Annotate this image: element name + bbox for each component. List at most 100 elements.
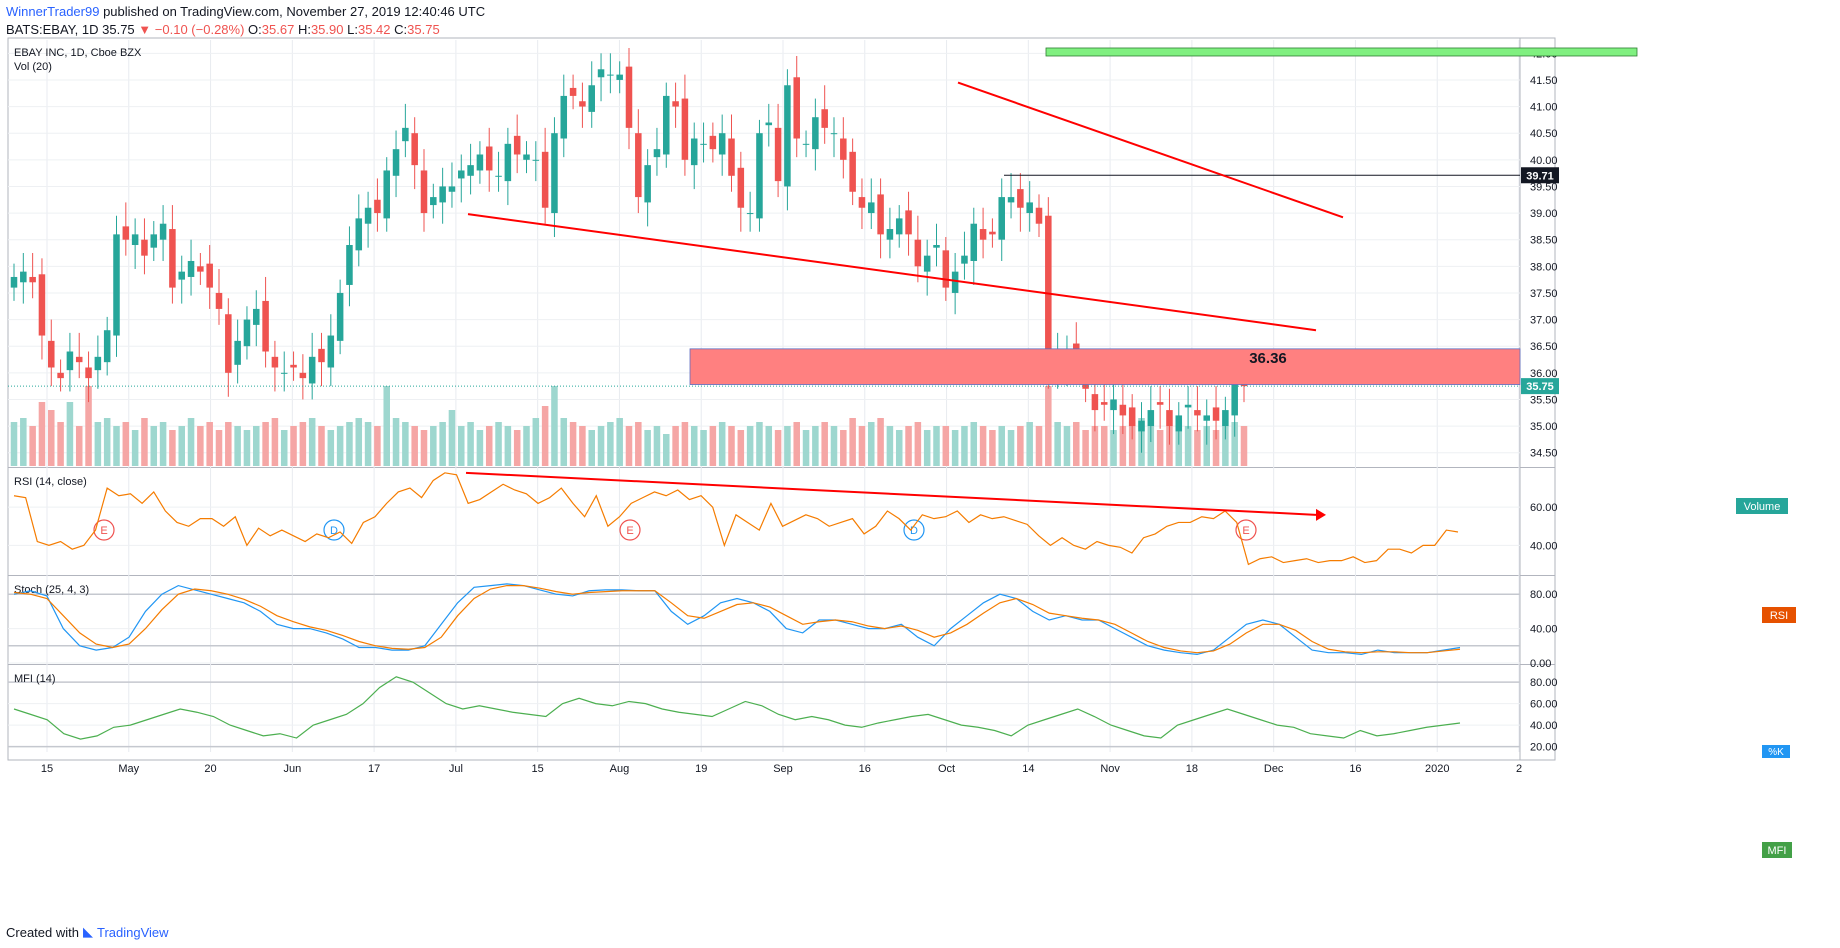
candle-body [467, 165, 474, 176]
candle-body [1166, 410, 1173, 427]
candle-body [271, 356, 279, 368]
volume-bar [942, 426, 950, 466]
candle-body [653, 149, 661, 158]
time-tick-label: 19 [695, 763, 707, 775]
volume-bar [663, 434, 670, 466]
candle-body [942, 250, 950, 288]
candle-body [625, 66, 633, 128]
volume-tag-bg [1736, 498, 1788, 514]
price-tick-label: 38.50 [1530, 235, 1558, 247]
candle-body [635, 133, 642, 198]
candle-body [280, 372, 288, 374]
volume-bar [1231, 422, 1238, 466]
candle-body [38, 274, 46, 336]
candle-body [1017, 189, 1024, 208]
event-marker[interactable] [903, 519, 925, 541]
event-marker[interactable] [619, 519, 641, 541]
volume-bar [57, 422, 64, 466]
volume-bar [402, 422, 409, 466]
volume-bar [858, 426, 866, 466]
high-value: 35.90 [310, 22, 344, 37]
volume-bar [644, 430, 651, 466]
event-marker[interactable] [1235, 519, 1257, 541]
event-marker-label: E [1242, 525, 1249, 537]
volume-tag: Volume [1744, 501, 1781, 513]
time-tick-label: Dec [1264, 763, 1284, 775]
candle-body [383, 170, 390, 219]
volume-bar [1166, 426, 1173, 466]
candle-body [57, 372, 64, 379]
volume-bar [299, 422, 307, 466]
volume-bar [1128, 422, 1136, 466]
volume-bar [374, 426, 381, 466]
volume-bar [113, 426, 120, 466]
candle-body [85, 367, 92, 379]
volume-bar [336, 426, 344, 466]
candle-body [951, 271, 959, 293]
tradingview-logo-icon: ◣ [82, 924, 93, 939]
candle-body [402, 127, 409, 142]
high-label: H: [297, 22, 311, 37]
candle-body [20, 271, 27, 283]
candle-body [989, 231, 996, 235]
volume-bar [784, 426, 791, 466]
volume-bar [951, 430, 959, 466]
volume-bar [607, 422, 614, 466]
candle-body [308, 356, 316, 384]
event-marker-label: D [910, 525, 918, 537]
price-tick-label: 39.00 [1530, 208, 1558, 220]
candle-body [914, 239, 922, 267]
volume-bar [141, 418, 148, 466]
candle-body [94, 356, 102, 371]
volume-bar [290, 426, 297, 466]
candle-body [579, 101, 586, 107]
close-value: 35.75 [407, 22, 440, 37]
candle-body [588, 85, 595, 112]
volume-bar [830, 426, 838, 466]
volume-bar [1063, 426, 1071, 466]
candle-body [374, 199, 381, 214]
volume-bar [1082, 430, 1089, 466]
time-tick-label: 16 [859, 763, 871, 775]
candle-body [812, 117, 819, 150]
time-tick-label: 15 [532, 763, 544, 775]
event-marker[interactable] [93, 519, 115, 541]
volume-bar [1119, 426, 1127, 466]
candle-body [793, 77, 800, 139]
candle-body [411, 133, 418, 166]
volume-bar [625, 426, 633, 466]
candle-body [737, 167, 745, 208]
author-link[interactable]: WinnerTrader99 [6, 4, 100, 19]
candle-body [1231, 383, 1238, 416]
volume-bar [579, 426, 586, 466]
volume-bar [1194, 430, 1201, 466]
volume-bar [551, 386, 558, 466]
candle-body [159, 223, 167, 240]
volume-bar [10, 422, 18, 466]
candle-body [1222, 410, 1229, 427]
volume-bar [458, 426, 465, 466]
volume-bar [1222, 426, 1229, 466]
volume-bar [709, 426, 717, 466]
candle-body [430, 197, 437, 206]
mfi-tick-label: 40.00 [1530, 720, 1558, 732]
volume-bar [793, 422, 800, 466]
time-tick-label: Aug [610, 763, 630, 775]
candle-body [672, 101, 679, 107]
volume-bar [94, 422, 102, 466]
time-tick-label: 20 [204, 763, 216, 775]
zone-label: 36.36 [1249, 350, 1287, 367]
volume-bar [1100, 426, 1108, 466]
candle-body [541, 151, 549, 208]
event-marker-label: D [330, 525, 338, 537]
candle-body [551, 133, 558, 214]
rsi-tag: RSI [1770, 610, 1788, 622]
time-tick-label: 2020 [1425, 763, 1449, 775]
candle-body [970, 223, 978, 261]
event-marker[interactable] [323, 519, 345, 541]
candle-body [346, 245, 353, 285]
candle-body [243, 319, 251, 347]
tradingview-brand[interactable]: TradingView [96, 924, 169, 940]
candle-body [961, 255, 968, 264]
